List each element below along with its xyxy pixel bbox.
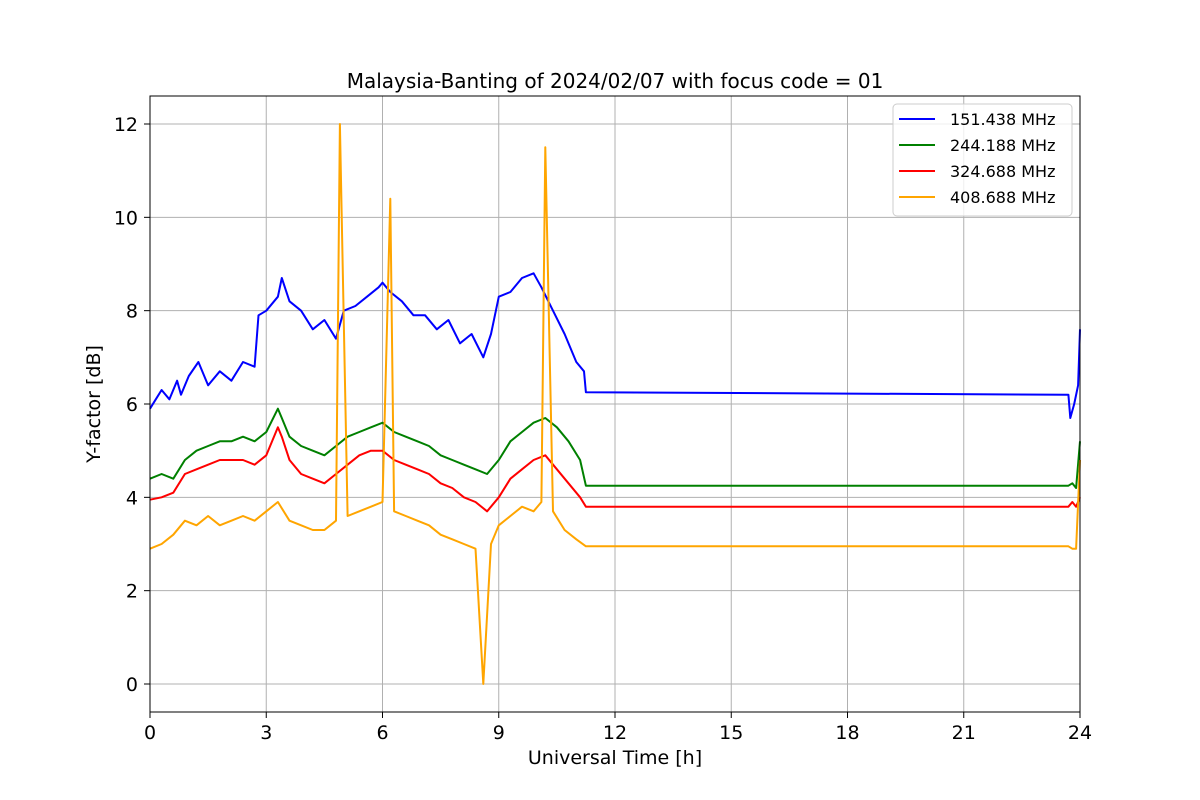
y-tick-label: 8 xyxy=(126,301,138,323)
y-tick-label: 0 xyxy=(126,674,138,696)
x-tick-label: 9 xyxy=(493,722,505,744)
x-tick-label: 24 xyxy=(1068,722,1092,744)
series-line-3 xyxy=(149,426,1081,513)
y-tick-label: 6 xyxy=(126,394,138,416)
y-tick-label: 10 xyxy=(114,207,138,229)
y-axis-label: Y-factor [dB] xyxy=(83,345,105,464)
series-line-2 xyxy=(149,407,1081,489)
legend-label: 408.688 MHz xyxy=(950,188,1055,207)
x-axis-label: Universal Time [h] xyxy=(528,747,702,769)
x-tick-label: 3 xyxy=(260,722,272,744)
y-tick-label: 2 xyxy=(126,581,138,603)
legend-box xyxy=(892,103,1073,217)
x-tick-label: 0 xyxy=(144,722,156,744)
y-tick-label: 12 xyxy=(114,114,138,136)
y-axis: 0 2 4 6 8 10 12 xyxy=(114,114,150,696)
y-tick-label: 4 xyxy=(126,487,138,509)
x-tick-label: 21 xyxy=(952,722,976,744)
legend: 151.438 MHz 244.188 MHz 324.688 MHz 408.688… xyxy=(892,103,1073,217)
x-tick-label: 12 xyxy=(603,722,627,744)
x-tick-label: 6 xyxy=(376,722,388,744)
series-line-1 xyxy=(149,272,1081,419)
legend-label: 151.438 MHz xyxy=(950,110,1055,129)
x-tick-label: 15 xyxy=(719,722,743,744)
chart-title: Malaysia-Banting of 2024/02/07 with focu… xyxy=(347,69,884,93)
series-layer xyxy=(149,123,1081,685)
series-line-4 xyxy=(149,123,1081,685)
x-axis: 0 3 6 9 12 15 18 21 24 xyxy=(144,712,1092,744)
legend-label: 244.188 MHz xyxy=(950,136,1055,155)
x-tick-label: 18 xyxy=(835,722,859,744)
legend-label: 324.688 MHz xyxy=(950,162,1055,181)
